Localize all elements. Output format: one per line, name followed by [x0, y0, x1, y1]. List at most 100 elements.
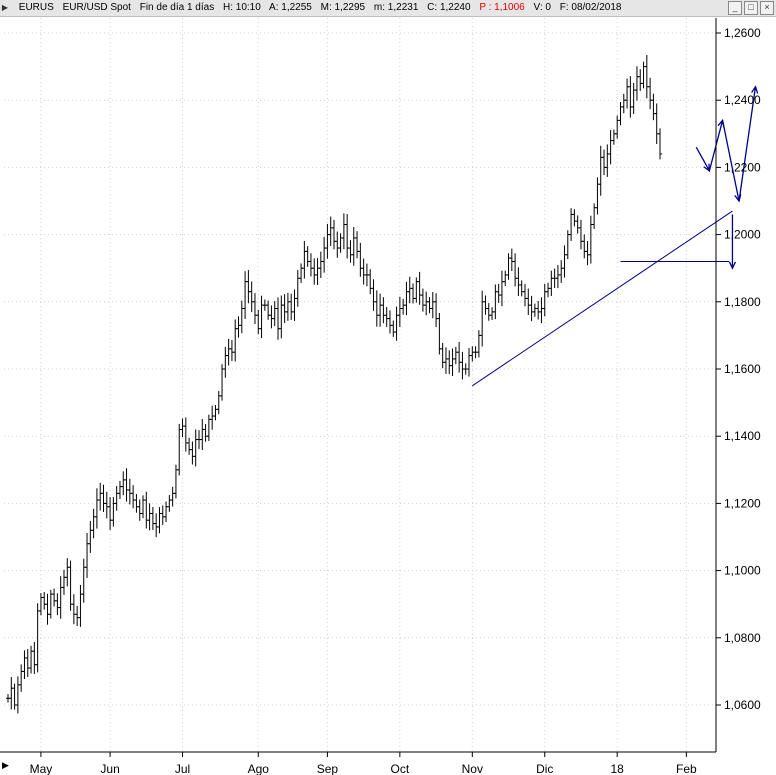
ohlc-bar: [638, 69, 643, 91]
ohlc-bar: [193, 429, 198, 467]
ohlc-bar: [381, 297, 386, 324]
ohlc-bar: [420, 288, 425, 312]
ohlc-bar: [164, 501, 169, 523]
ohlc-bar: [615, 115, 620, 139]
x-tick-label: May: [30, 762, 53, 775]
ohlc-bar: [220, 364, 225, 401]
ohlc-bar: [562, 245, 567, 278]
ohlc-bar: [229, 340, 234, 362]
ohlc-bar: [430, 292, 435, 319]
ohlc-bar: [177, 423, 182, 476]
ohlc-bar: [131, 485, 136, 509]
ohlc-bar: [355, 231, 360, 259]
minimize-icon[interactable]: _: [728, 1, 742, 15]
ohlc-bar: [575, 215, 580, 234]
ohlc-bar: [114, 485, 119, 511]
ohlc-bar: [108, 497, 113, 530]
ohlc-bar: [651, 93, 656, 121]
ohlc-bar: [167, 494, 172, 512]
ohlc-bar: [65, 558, 70, 587]
ohlc-bar: [453, 346, 458, 365]
ohlc-bar: [206, 414, 211, 442]
ohlc-bar: [368, 269, 373, 295]
max-label: M: 1,2295: [320, 2, 366, 13]
ohlc-bar: [144, 491, 149, 529]
ohlc-bar: [141, 495, 146, 519]
close-icon[interactable]: ×: [760, 1, 774, 15]
ohlc-bar: [371, 279, 376, 311]
volume-label: V: 0: [533, 2, 551, 13]
ohlc-bar: [345, 214, 350, 259]
ohlc-bar: [434, 293, 439, 328]
ohlc-bar: [424, 291, 429, 316]
ohlc-bar: [532, 303, 537, 317]
ohlc-bar: [200, 419, 205, 450]
ohlc-bar: [325, 223, 330, 259]
projection-arrow: [717, 118, 725, 128]
ohlc-bar: [411, 283, 416, 304]
ohlc-bar: [187, 437, 192, 455]
scroll-left-icon[interactable]: ▶: [2, 760, 9, 770]
ohlc-bar: [292, 289, 297, 321]
ohlc-bar: [470, 346, 475, 362]
ohlc-bar: [25, 649, 30, 677]
projection-drop-arrow: [728, 261, 737, 270]
ohlc-bar: [190, 441, 195, 465]
ohlc-bar: [150, 506, 155, 531]
ohlc-bar: [549, 270, 554, 296]
ohlc-bar: [81, 558, 86, 603]
ohlc-bar: [516, 267, 521, 296]
ohlc-bar: [210, 405, 215, 430]
ohlc-bar: [38, 593, 43, 616]
ohlc-bar: [12, 683, 17, 710]
ohlc-bar: [266, 300, 271, 320]
x-tick-label: Dic: [536, 762, 553, 775]
ohlc-bar: [15, 676, 20, 714]
ohlc-bar: [384, 306, 389, 327]
ohlc-bar: [91, 508, 96, 539]
ohlc-bar: [285, 292, 290, 321]
ohlc-bar: [513, 253, 518, 287]
projection-arrow: [734, 194, 742, 203]
ohlc-bar: [585, 241, 590, 266]
ohlc-bar: [276, 297, 281, 340]
ohlc-bar: [58, 576, 63, 619]
ohlc-bar: [22, 650, 27, 680]
ohlc-bar: [318, 251, 323, 279]
ohlc-bar: [417, 271, 422, 305]
ohlc-bar: [503, 270, 508, 286]
ohlc-bar: [559, 260, 564, 283]
ohlc-bar: [447, 350, 452, 375]
ohlc-bar: [358, 242, 363, 277]
ohlc-bar: [299, 263, 304, 284]
ohlc-bar: [467, 348, 472, 377]
ohlc-bar: [101, 484, 106, 512]
ohlc-bar: [387, 310, 392, 334]
ohlc-bar: [658, 128, 662, 160]
maximize-icon[interactable]: □: [744, 1, 758, 15]
trend-lines: [472, 85, 759, 387]
ohlc-bar: [634, 66, 639, 101]
ohlc-bar: [42, 591, 47, 610]
ohlc-bar: [256, 309, 261, 335]
menu-arrow-icon[interactable]: ▶: [1, 3, 9, 12]
x-tick-label: Sep: [317, 762, 339, 775]
y-tick-label: 1,1600: [724, 362, 761, 376]
ohlc-bar: [61, 569, 66, 595]
ohlc-bar: [147, 503, 152, 531]
ohlc-bar: [98, 482, 103, 511]
ohlc-bar: [341, 213, 346, 250]
ohlc-bar: [85, 532, 90, 578]
ohlc-bar: [595, 177, 600, 215]
ohlc-bar: [134, 494, 139, 513]
y-tick-label: 1,2400: [724, 93, 761, 107]
ohlc-bar: [29, 645, 34, 674]
x-tick-label: Feb: [676, 762, 697, 775]
y-tick-label: 1,1800: [724, 295, 761, 309]
ohlc-bar: [394, 306, 399, 341]
ohlc-bar: [78, 584, 83, 627]
ohlc-bar: [111, 497, 116, 527]
x-tick-label: Jun: [100, 762, 119, 775]
symbol-label: EURUS: [18, 2, 54, 13]
